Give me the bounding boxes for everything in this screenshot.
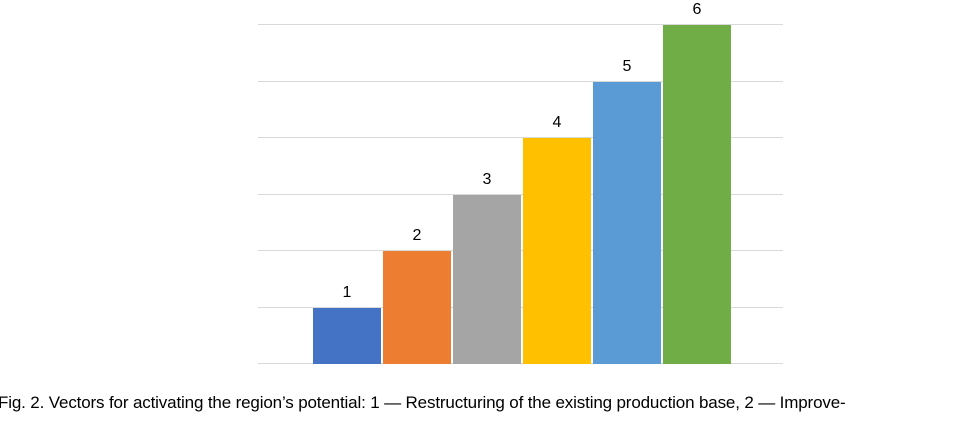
gridline bbox=[258, 193, 783, 195]
bar-data-label: 2 bbox=[412, 227, 422, 245]
gridline bbox=[258, 24, 783, 25]
gridline bbox=[258, 80, 783, 82]
bar-5 bbox=[593, 81, 661, 364]
bar-data-label: 3 bbox=[482, 170, 492, 188]
bar-data-label: 5 bbox=[622, 57, 632, 75]
bars-row: 1 2 3 4 5 6 bbox=[312, 1, 732, 364]
bar-3 bbox=[453, 194, 521, 364]
bar-group-2: 2 bbox=[382, 25, 452, 364]
gridline bbox=[258, 137, 783, 138]
bar-4 bbox=[523, 138, 591, 364]
bar-data-label: 1 bbox=[342, 283, 352, 301]
bar-group-6: 6 bbox=[662, 1, 732, 364]
bar-1 bbox=[313, 307, 381, 364]
figure-caption: Fig. 2. Vectors for activating the regio… bbox=[0, 393, 846, 412]
bar-group-1: 1 bbox=[312, 25, 382, 364]
bar-group-5: 5 bbox=[592, 25, 662, 364]
bar-group-3: 3 bbox=[452, 25, 522, 364]
bar-chart: 1 2 3 4 5 6 bbox=[258, 1, 783, 364]
bar-data-label: 6 bbox=[692, 1, 702, 18]
bar-data-label: 4 bbox=[552, 114, 562, 132]
plot-area: 1 2 3 4 5 6 bbox=[258, 1, 783, 364]
bar-group-4: 4 bbox=[522, 25, 592, 364]
bar-2 bbox=[383, 251, 451, 364]
bar-6 bbox=[663, 25, 731, 364]
